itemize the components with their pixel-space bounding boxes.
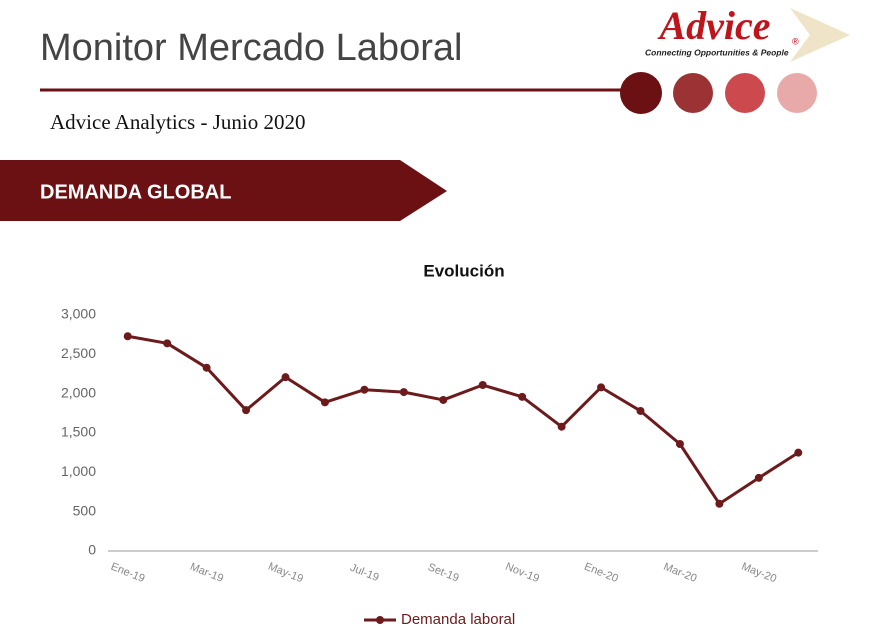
y-tick-label: 1,500 xyxy=(61,424,96,440)
data-point xyxy=(281,373,290,382)
data-point xyxy=(518,392,527,401)
data-point xyxy=(320,398,329,407)
decor-dot xyxy=(777,73,817,113)
data-point xyxy=(478,381,487,390)
y-tick-label: 0 xyxy=(88,542,96,558)
logo-chevron xyxy=(790,8,850,62)
data-point xyxy=(360,385,369,394)
y-tick-label: 1,000 xyxy=(61,463,96,479)
y-tick-label: 2,500 xyxy=(61,345,96,361)
data-point xyxy=(794,448,803,457)
legend-label: Demanda laboral xyxy=(401,611,515,628)
legend-marker xyxy=(376,616,384,624)
data-point xyxy=(399,388,408,397)
data-point xyxy=(754,473,763,482)
data-point xyxy=(163,339,172,348)
y-tick-label: 500 xyxy=(73,502,97,518)
x-tick-label: Set-19 xyxy=(426,561,461,584)
decor-dot xyxy=(620,72,662,114)
series-line xyxy=(127,334,800,506)
x-tick-label: Mar-19 xyxy=(188,561,225,585)
chart-title: Evolución xyxy=(423,261,504,280)
decor-dot xyxy=(725,73,765,113)
data-point xyxy=(597,383,606,392)
x-tick-label: Ene-19 xyxy=(109,561,146,585)
x-tick-label: May-19 xyxy=(266,560,305,585)
page-title: Monitor Mercado Laboral xyxy=(40,27,462,69)
x-tick-label: Jul-19 xyxy=(348,562,380,584)
decor-dot xyxy=(673,73,713,113)
data-point xyxy=(439,395,448,404)
data-point xyxy=(242,406,251,415)
x-tick-label: Ene-20 xyxy=(582,561,619,585)
x-tick-label: Mar-20 xyxy=(662,561,699,585)
data-point xyxy=(636,406,645,415)
data-point xyxy=(557,422,566,431)
y-tick-label: 3,000 xyxy=(61,306,96,322)
logo-tagline: Connecting Opportunities & People xyxy=(645,47,789,57)
section-banner xyxy=(0,160,447,221)
data-point xyxy=(715,499,724,508)
logo-mark: ® xyxy=(792,36,799,46)
data-point xyxy=(202,363,211,372)
data-point xyxy=(123,332,132,341)
y-tick-label: 2,000 xyxy=(61,384,96,400)
x-tick-label: Nov-19 xyxy=(504,561,541,585)
subtitle: Advice Analytics - Junio 2020 xyxy=(50,110,305,134)
data-point xyxy=(675,440,684,449)
x-tick-label: May-20 xyxy=(740,560,779,585)
logo: Advice xyxy=(656,3,770,48)
section-title: DEMANDA GLOBAL xyxy=(40,181,231,203)
